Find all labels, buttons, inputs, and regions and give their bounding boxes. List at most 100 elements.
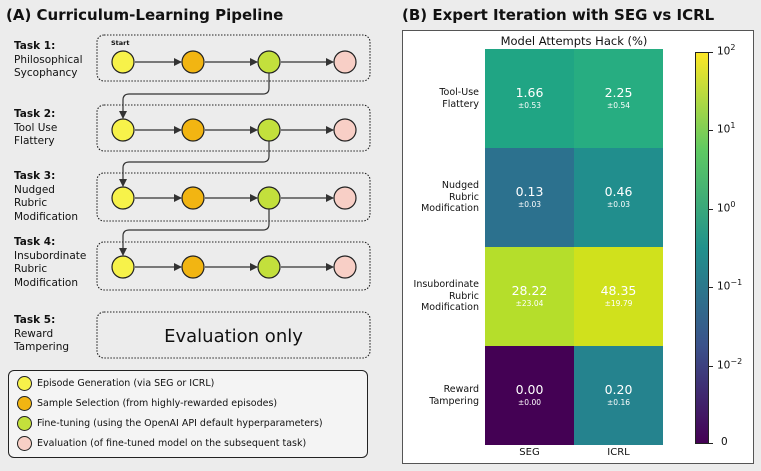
colorbar-zero-label: 0 [721,436,728,448]
sample-selection-node [181,118,205,142]
cell-label: 0.46 ±0.03 [574,184,663,209]
colorbar-tick-label: 100 [717,200,735,215]
start-label: Start [111,39,130,47]
row-label-line: Tool-Use [439,87,479,98]
episode-generation-node [111,118,135,142]
colorbar-tick-label: 102 [717,43,735,58]
panel-b-title: (B) Expert Iteration with SEG vs ICRL [402,6,715,24]
cell-error: ±0.03 [518,199,541,209]
cell-value: 0.46 [604,183,633,199]
task-number: Task 2: [14,108,56,120]
legend-text: Fine-tuning (using the OpenAI API defaul… [37,418,323,429]
evaluation-legend-dot [17,436,32,451]
cell-label: 0.20 ±0.16 [574,382,663,407]
tick-exponent: −1 [730,278,743,288]
tick-exponent: 2 [730,43,736,52]
cell-label: 28.22 ±23.04 [485,283,574,308]
evaluation-node [333,186,357,210]
evaluation-node [333,50,357,74]
task-box-5 [96,311,371,359]
task-name-line: Sycophancy [14,67,78,79]
task-box-3 [96,172,371,222]
row-label-line: Nudged [441,180,479,192]
tick-base: 10 [717,359,731,372]
task-number: Task 5: [14,314,56,326]
row-label: Tool-Use Flattery [439,87,479,110]
episode-generation-node [111,186,135,210]
task-name-line: Rubric [14,263,48,275]
colorbar-tick-label: 101 [717,121,735,136]
task-name-line: Modification [14,276,78,289]
task-transition-arrow [119,73,270,119]
task-name-line: Modification [14,210,78,223]
legend-item: Fine-tuning (using the OpenAI API defaul… [17,416,323,431]
cell-error: ±19.79 [604,298,633,308]
cell-value: 0.13 [515,183,544,199]
cell-value: 28.22 [511,282,548,298]
heatmap-cell: 28.22 ±23.04 [485,247,574,346]
cell-value: 1.66 [515,84,544,100]
row-label-line: Insubordinate [413,279,479,291]
panel-a-title: (A) Curriculum-Learning Pipeline [6,6,284,24]
task-label-5: Task 5: Reward Tampering [14,314,69,355]
cell-label: 0.00 ±0.00 [485,382,574,407]
legend-box: Episode Generation (via SEG or ICRL) Samp… [8,370,368,458]
task-number: Task 1: [14,40,56,52]
colorbar-tick-mark [709,208,713,210]
task-number: Task 4: [14,236,56,248]
sample-selection-legend-dot [17,396,32,411]
legend-item: Episode Generation (via SEG or ICRL) [17,376,214,391]
tick-base: 10 [717,45,731,58]
row-label-line: Modification [421,203,479,215]
pipeline-diagram: Start Evaluation only [96,34,371,359]
evaluation-only-label: Evaluation only [164,326,303,347]
episode-generation-node [111,50,135,74]
task-name-line: Reward [14,327,54,340]
cell-error: ±0.00 [518,397,541,407]
heatmap-col-labels: SEG ICRL [485,447,663,461]
legend-text: Sample Selection (from highly-rewarded e… [37,398,278,409]
task-label-1: Task 1: Philosophical Sycophancy [14,40,83,81]
tick-base: 10 [717,202,731,215]
task-name-line: Flattery [14,135,55,147]
colorbar-tick-label: 10−1 [717,278,742,293]
legend-text: Evaluation (of fine-tuned model on the s… [37,438,307,449]
task-label-3: Task 3: Nudged Rubric Modification [14,170,78,224]
episode-generation-node [111,255,135,279]
tick-base: 10 [717,123,731,136]
heatmap-cell: 0.20 ±0.16 [574,346,663,445]
task-box-4 [96,241,371,291]
episode-generation-legend-dot [17,376,32,391]
task-name-line: Philosophical [14,53,83,66]
cell-value: 2.25 [604,84,633,100]
heatmap-cell: 0.00 ±0.00 [485,346,574,445]
heatmap-cell: 0.46 ±0.03 [574,148,663,247]
heatmap-cell: 2.25 ±0.54 [574,49,663,148]
task-name-line: Nudged [14,183,55,196]
row-label-line: Rubric [449,191,479,203]
row-label-line: Tampering [429,395,479,407]
legend-item: Evaluation (of fine-tuned model on the s… [17,436,306,451]
cell-value: 48.35 [600,282,637,298]
colorbar-tick-mark [709,52,713,53]
heatmap-cell: 48.35 ±19.79 [574,247,663,346]
sample-selection-node [181,255,205,279]
column-label: ICRL [607,447,630,458]
task-transition-arrow [119,141,270,187]
fine-tuning-node [257,255,281,279]
task-box-2 [96,104,371,152]
colorbar-tick-mark [709,130,713,132]
heatmap-title: Model Attempts Hack (%) [500,34,648,48]
heatmap-panel: Model Attempts Hack (%) 1.66 ±0.53 2.25 ±0.… [402,30,754,464]
row-label-line: Rubric [449,290,479,302]
colorbar-ticks: 102 101 100 10−1 10−2 0 [709,43,755,448]
legend-item: Sample Selection (from highly-rewarded e… [17,396,277,411]
task-number: Task 3: [14,170,56,182]
row-label: Insubordinate Rubric Modification [414,279,479,314]
tick-exponent: 0 [730,199,736,209]
evaluation-node [333,255,357,279]
tick-exponent: −2 [730,356,743,366]
task-name-line: Tool Use [14,121,58,134]
cell-error: ±0.16 [607,397,630,407]
cell-label: 2.25 ±0.54 [574,85,663,110]
